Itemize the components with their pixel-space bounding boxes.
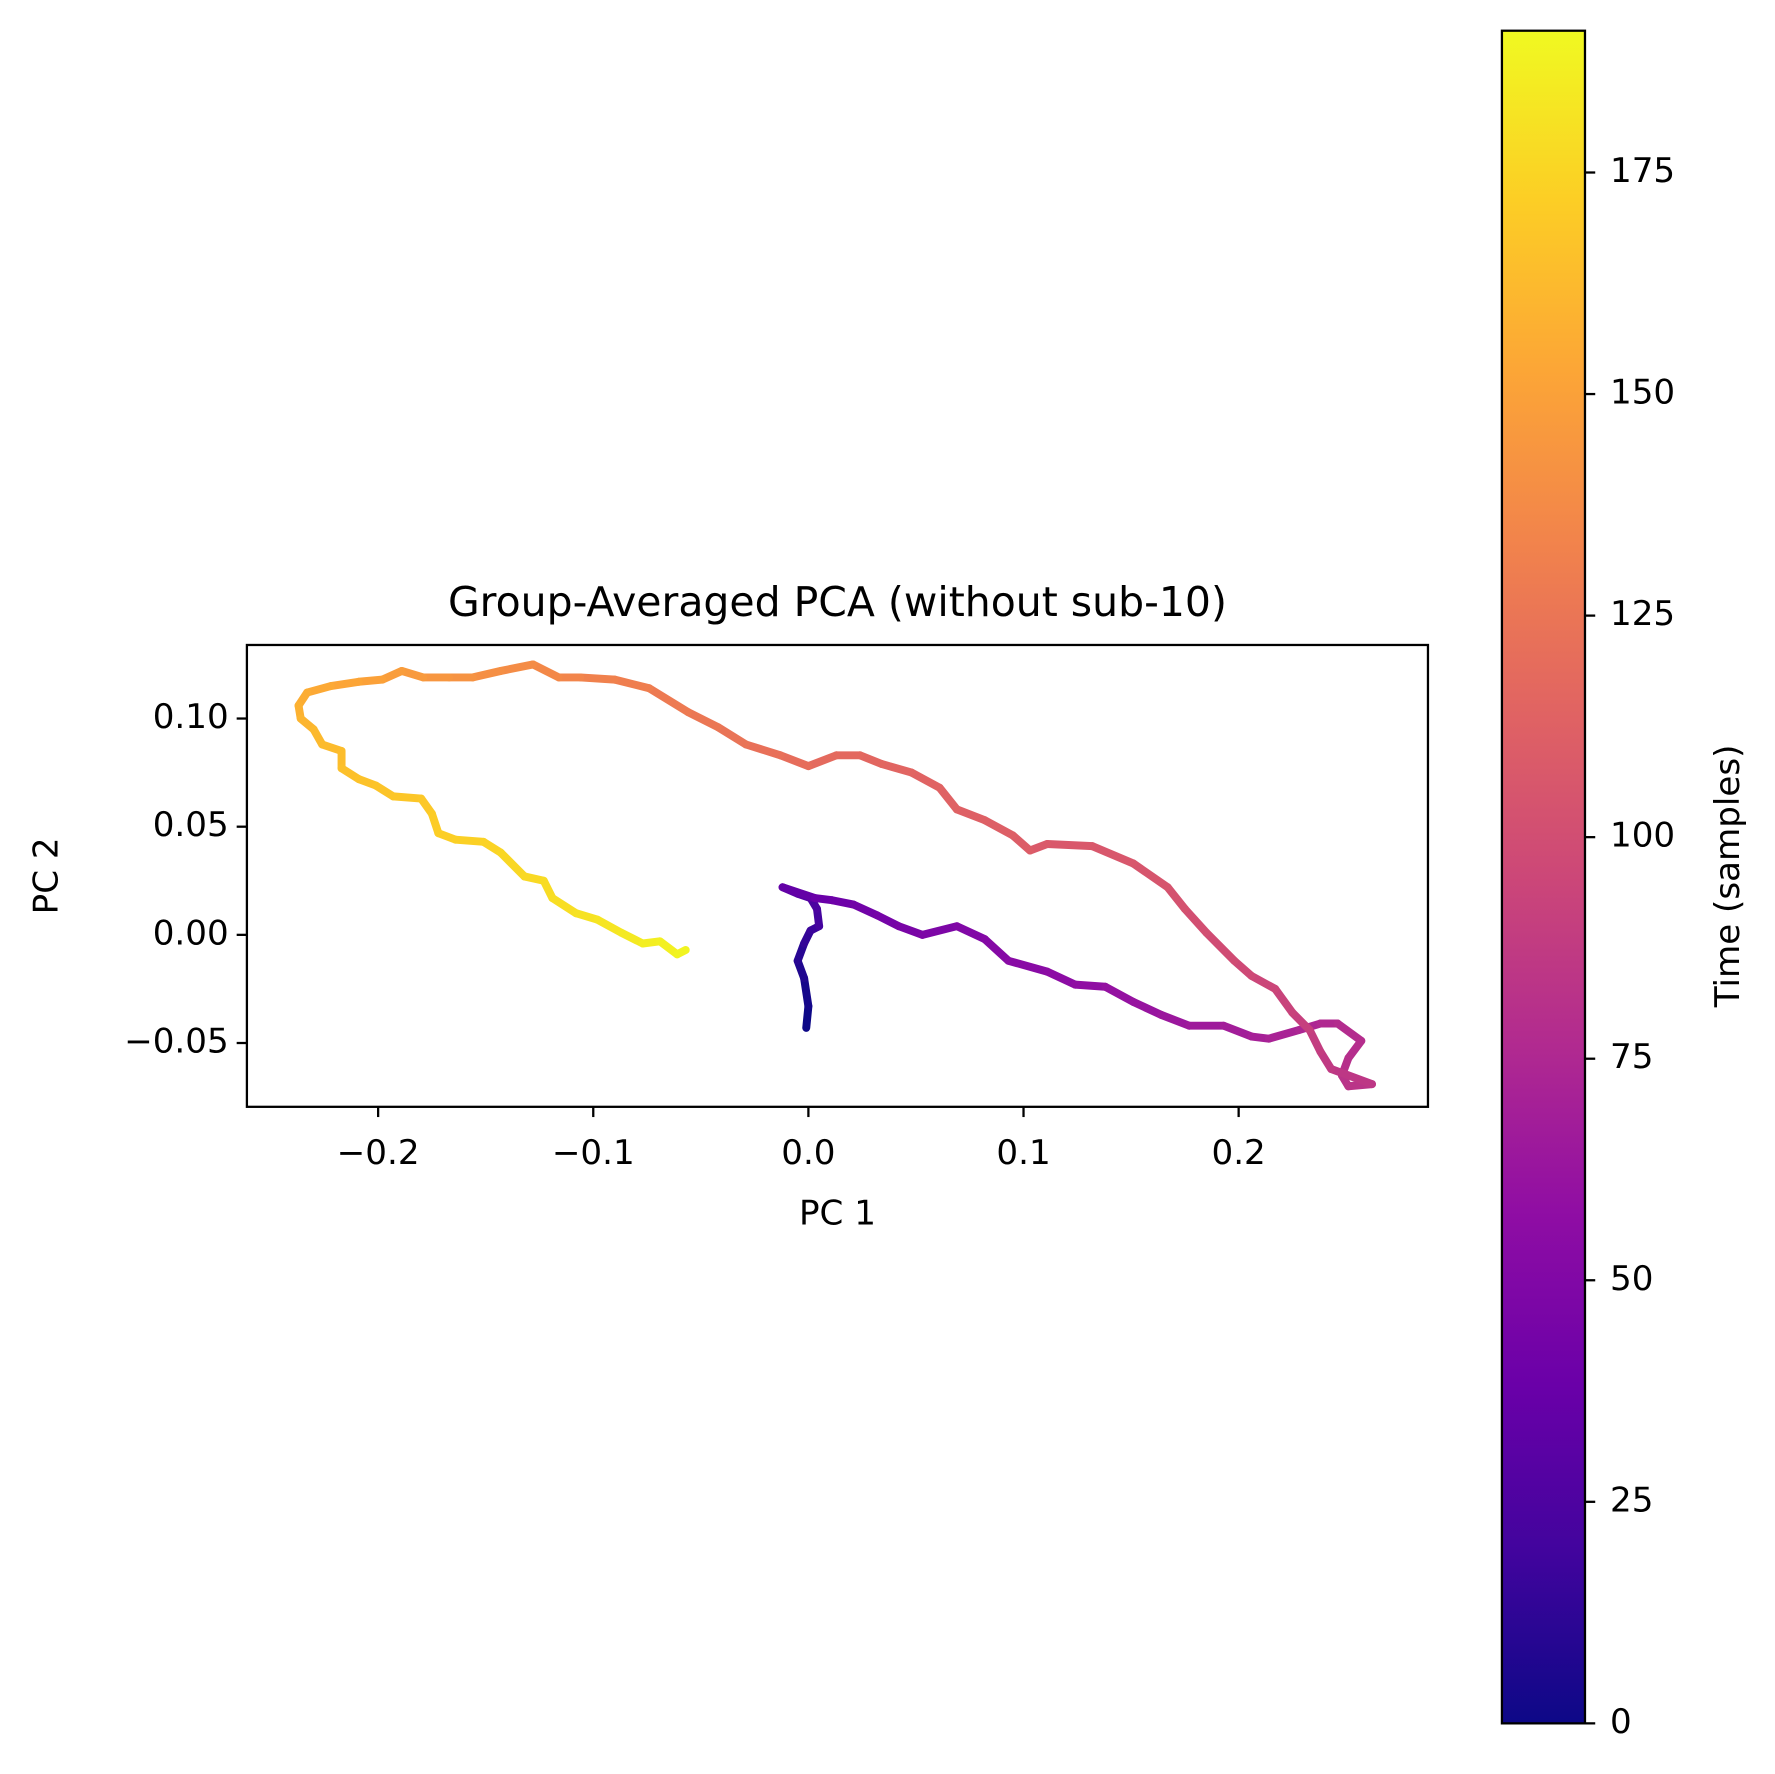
trajectory-segment — [1004, 956, 1052, 976]
trajectory-segment — [1129, 997, 1166, 1019]
trajectory-segment — [1333, 1019, 1366, 1045]
trajectory-segment — [918, 922, 961, 939]
trajectory-segment — [683, 708, 723, 732]
colorbar-tick-label: 0 — [1610, 1702, 1632, 1742]
trajectory-segment — [1071, 980, 1110, 991]
trajectory-segment — [1271, 984, 1297, 1017]
trajectory-segment — [645, 684, 692, 717]
trajectory-segment — [1088, 842, 1138, 868]
trajectory-segment — [952, 922, 989, 944]
trajectory-segment — [952, 805, 989, 825]
colorbar-tick-label: 75 — [1610, 1037, 1653, 1077]
chart-title: Group-Averaged PCA (without sub-10) — [448, 578, 1227, 626]
trajectory-segment — [980, 816, 1017, 840]
trajectory-segment — [907, 768, 944, 792]
colorbar-tick-label: 100 — [1610, 816, 1675, 856]
x-tick-label: −0.2 — [337, 1133, 420, 1173]
trajectory-segment — [389, 792, 426, 803]
trajectory-segment — [1043, 967, 1080, 989]
trajectory-segment — [894, 922, 927, 939]
colorbar — [1501, 30, 1585, 1724]
trajectory-segment — [1180, 904, 1211, 937]
y-tick-label: 0.10 — [153, 697, 229, 737]
colorbar-label: Time (samples) — [1708, 744, 1748, 1008]
colorbar-tick-label: 125 — [1610, 594, 1675, 634]
x-axis-label: PC 1 — [799, 1193, 876, 1233]
trajectory-segment — [496, 848, 529, 881]
trajectory-segment — [877, 759, 916, 777]
trajectory-segment — [980, 935, 1013, 965]
x-tick-label: 0.2 — [1212, 1133, 1266, 1173]
colorbar-tick-label: 150 — [1610, 373, 1675, 413]
y-axis-label: PC 2 — [26, 837, 66, 914]
x-tick-label: 0.0 — [781, 1133, 835, 1173]
trajectory-segment — [496, 660, 538, 675]
x-tick-label: −0.1 — [552, 1133, 635, 1173]
trajectory-segment — [1288, 1008, 1314, 1035]
trajectory-segment — [326, 677, 363, 691]
trajectory-segment — [610, 675, 654, 693]
colorbar-tick-label: 50 — [1610, 1259, 1653, 1299]
trajectory-segment — [1202, 928, 1239, 965]
trajectory-segment — [451, 835, 488, 846]
trajectory-segment — [576, 673, 619, 684]
trajectory-segment — [714, 723, 750, 749]
trajectory-segment — [1101, 982, 1138, 1006]
trajectory-segment — [804, 751, 841, 771]
x-tick-label: 0.1 — [996, 1133, 1050, 1173]
trajectory-segment — [800, 974, 813, 1011]
trajectory-segment — [1305, 1026, 1325, 1056]
trajectory-segment — [1157, 1010, 1194, 1030]
trajectory-segment — [617, 928, 647, 948]
trajectory-segment — [873, 911, 903, 931]
y-tick-label: 0.05 — [153, 805, 229, 845]
plot-frame — [245, 643, 1430, 1108]
y-tick-label: −0.05 — [124, 1022, 229, 1062]
trajectory-segment — [1219, 1021, 1256, 1041]
trajectory-segment — [548, 894, 581, 918]
trajectory-segment — [1264, 1026, 1303, 1043]
trajectory-segment — [1247, 971, 1280, 993]
trajectory-segment — [1043, 840, 1097, 851]
trajectory-segment — [742, 740, 785, 760]
y-tick-label: 0.00 — [153, 913, 229, 953]
colorbar-tick-label: 175 — [1610, 151, 1675, 191]
trajectory-segment — [468, 666, 505, 682]
trajectory-segment — [529, 660, 563, 682]
trajectory-segment — [673, 946, 690, 959]
trajectory-segment — [1129, 859, 1172, 892]
colorbar-frame — [1500, 29, 1587, 1725]
trajectory-segment — [935, 783, 961, 814]
trajectory-segment — [303, 682, 335, 697]
trajectory-segment — [778, 883, 819, 903]
colorbar-tick-label: 25 — [1610, 1480, 1653, 1520]
trajectory-segment — [849, 900, 882, 920]
trajectory-segment — [776, 751, 813, 771]
trajectory-segment — [1327, 1064, 1377, 1089]
trajectory-segment — [593, 915, 626, 937]
trajectory-segment — [1163, 883, 1189, 913]
